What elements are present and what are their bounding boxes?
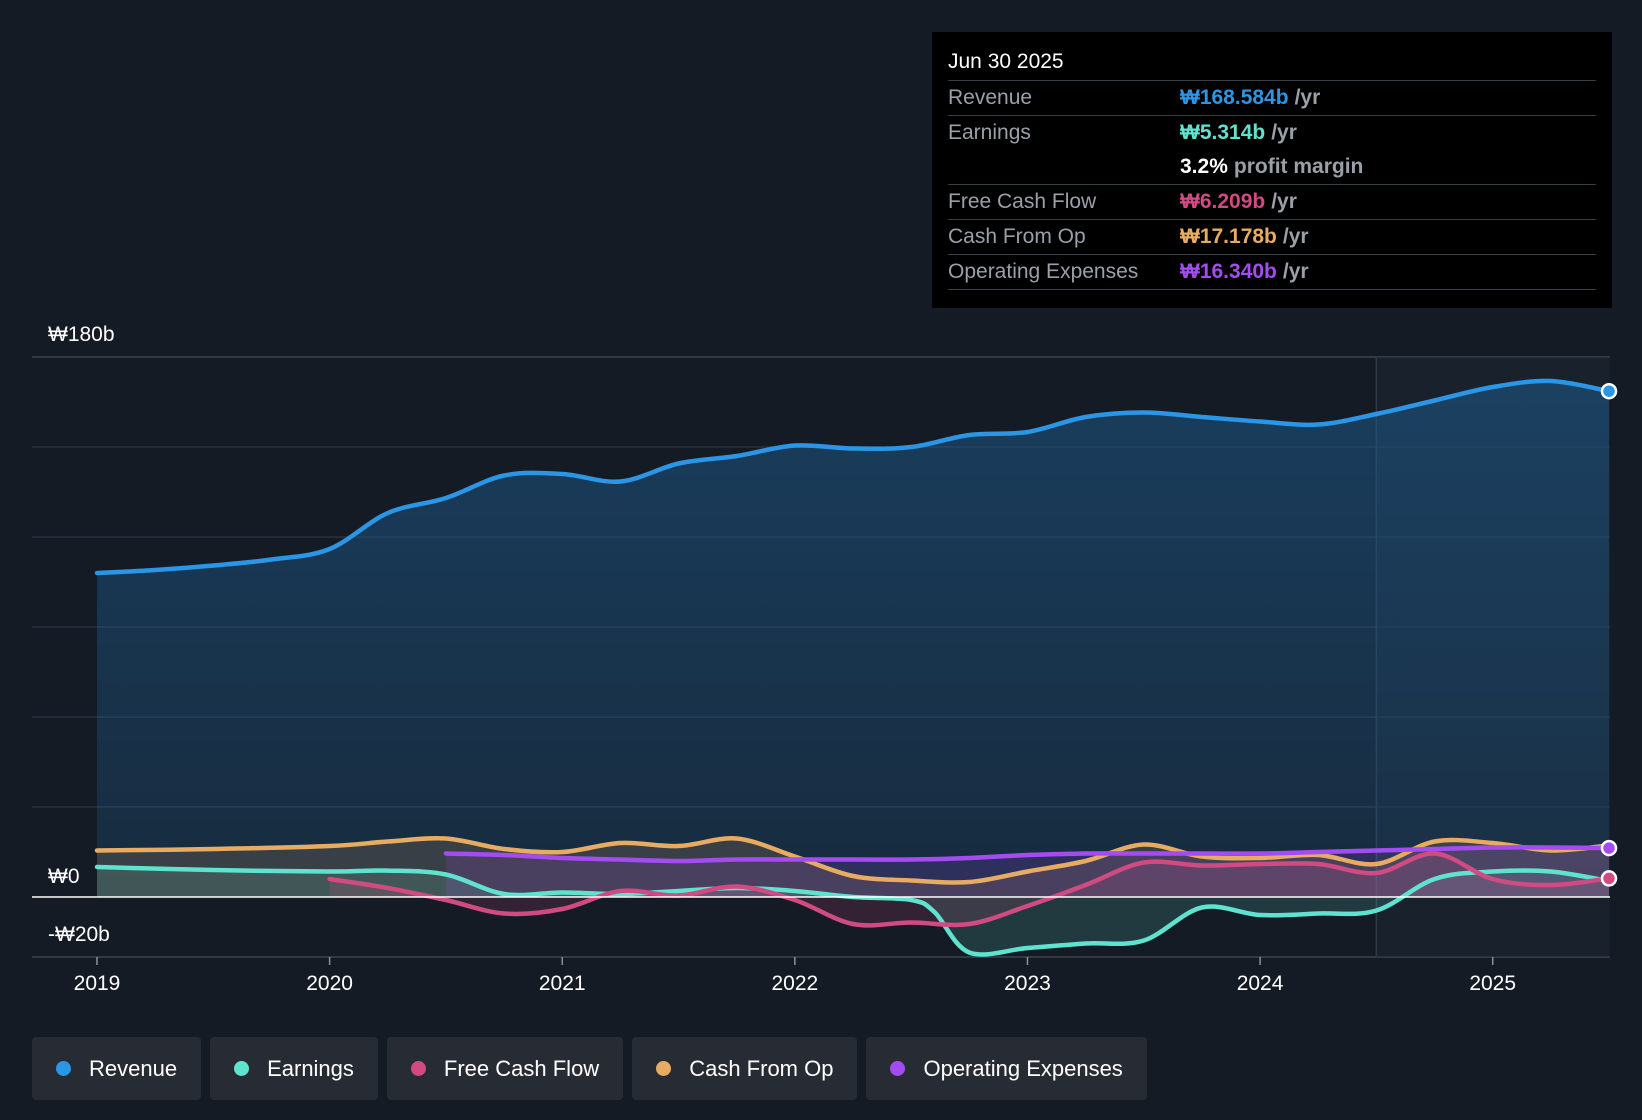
y-tick-label: ₩180b [48,323,115,346]
legend-item-free-cash-flow[interactable]: Free Cash Flow [386,1037,624,1100]
tooltip-value: 3.2% [1180,155,1228,178]
y-tick-label: -₩20b [48,923,110,946]
area-free-cash-flow [329,853,1610,926]
tooltip-unit: /yr [1271,121,1297,144]
tooltip-label [948,150,1180,184]
series-line-operating-expenses [443,845,1612,864]
financial-chart: ₩180b ₩0 -₩20b 2019 2020 2021 2022 2023 2024 2025 [32,323,1618,995]
x-tick-label: 2025 [1469,972,1516,995]
series-line-cash-from-op [94,835,1612,885]
tooltip-unit: /yr [1294,86,1321,109]
legend-dot-icon [410,1061,426,1076]
legend-dot-icon [890,1061,906,1076]
end-marker-free-cash-flow [1600,870,1618,887]
tooltip-date: Jun 30 2025 [948,46,1596,81]
area-earnings [97,867,1609,955]
legend-label: Revenue [89,1055,178,1081]
legend-item-operating-expenses[interactable]: Operating Expenses [866,1037,1147,1100]
legend: Revenue Earnings Free Cash Flow Cash Fro… [32,1037,1147,1100]
legend-dot-icon [56,1061,71,1076]
tooltip-value: ₩17.178b [1180,225,1277,248]
x-tick-label: 2024 [1237,972,1284,995]
tooltip-row-free-cash-flow: Free Cash Flow ₩6.209b /yr [948,185,1596,220]
area-revenue [97,380,1609,898]
x-tick-label: 2020 [306,972,353,995]
tooltip-row-profit-margin: 3.2% profit margin [948,150,1596,185]
legend-item-revenue[interactable]: Revenue [32,1037,202,1100]
legend-label: Free Cash Flow [443,1055,600,1081]
legend-dot-icon [234,1061,250,1076]
tooltip-row-cash-from-op: Cash From Op ₩17.178b /yr [948,220,1596,255]
tooltip-value: ₩16.340b [1180,260,1277,283]
x-tick-label: 2019 [74,972,121,995]
tooltip-row-revenue: Revenue ₩168.584b /yr [948,81,1596,116]
tooltip-unit: /yr [1282,225,1309,248]
tooltip-value: ₩168.584b [1180,86,1289,109]
y-tick-label: ₩0 [48,865,80,888]
tooltip-panel: Jun 30 2025 Revenue ₩168.584b /yr Earnin… [932,32,1612,308]
legend-dot-icon [656,1061,672,1076]
end-marker-operating-expenses [1600,839,1618,857]
tooltip-row-operating-expenses: Operating Expenses ₩16.340b /yr [948,255,1596,290]
tooltip-label: Operating Expenses [948,260,1139,283]
end-marker-revenue [1600,382,1618,400]
series-line-earnings [94,864,1612,957]
legend-item-cash-from-op[interactable]: Cash From Op [632,1037,858,1100]
tooltip-unit: profit margin [1233,155,1364,178]
x-tick-label: 2022 [771,972,818,995]
tooltip-label: Free Cash Flow [948,190,1097,213]
tooltip-unit: /yr [1282,260,1309,283]
tooltip-value: ₩6.209b [1180,190,1266,213]
tooltip-value: ₩5.314b [1180,121,1266,144]
tooltip-label: Cash From Op [948,225,1086,248]
legend-label: Earnings [267,1055,354,1081]
legend-label: Cash From Op [689,1055,834,1081]
tooltip-unit: /yr [1271,190,1297,213]
tooltip-label: Earnings [948,121,1031,144]
legend-label: Operating Expenses [923,1055,1123,1081]
series-line-free-cash-flow [327,851,1612,928]
tooltip-row-earnings: Earnings ₩5.314b /yr [948,116,1596,150]
tooltip-label: Revenue [948,86,1033,109]
series-line-revenue [94,378,1612,576]
legend-item-earnings[interactable]: Earnings [210,1037,378,1100]
x-tick-label: 2021 [539,972,586,995]
x-tick-label: 2023 [1004,972,1051,995]
